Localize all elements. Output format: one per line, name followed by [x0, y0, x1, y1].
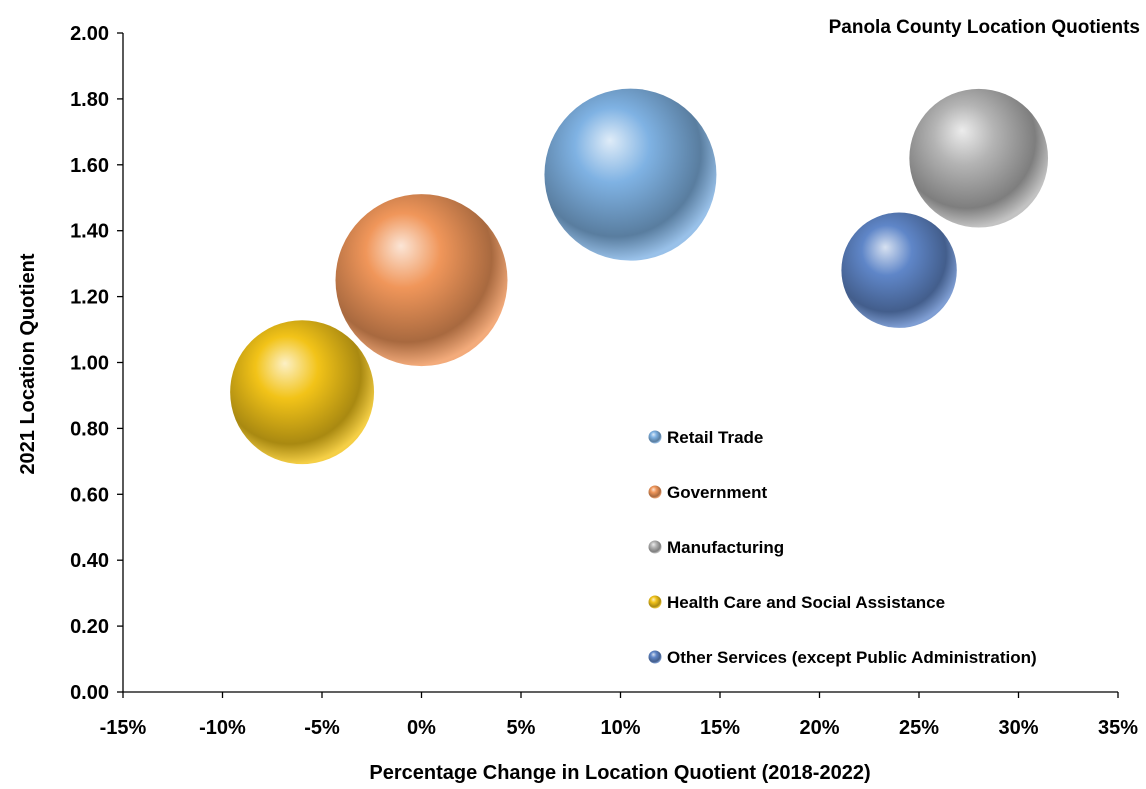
x-tick-label: 35% [1098, 717, 1138, 739]
bubble-government [335, 194, 508, 367]
y-tick-label: 1.20 [70, 287, 109, 309]
y-tick-label: 0.00 [70, 682, 109, 704]
x-axis-title: Percentage Change in Location Quotient (… [369, 762, 870, 784]
y-tick-label: 0.20 [70, 616, 109, 638]
x-tick-label: -5% [304, 717, 340, 739]
bubbles [230, 88, 1049, 465]
legend-marker [648, 595, 662, 609]
bubble-manufacturing [909, 88, 1049, 228]
legend-marker [648, 430, 662, 444]
legend: Retail Trade Government Manufacturing Healt… [648, 428, 1037, 667]
y-tick-label: 0.40 [70, 550, 109, 572]
bubble-retail-trade [544, 88, 717, 261]
x-tick-label: -10% [199, 717, 246, 739]
x-tick-label: 30% [998, 717, 1038, 739]
x-tick-label: -15% [100, 717, 147, 739]
x-tick-label: 15% [700, 717, 740, 739]
x-tick-label: 0% [407, 717, 436, 739]
bubble-health-care-and-social-assistance [230, 320, 375, 465]
y-tick-label: 0.60 [70, 484, 109, 506]
x-tick-label: 25% [899, 717, 939, 739]
x-tick-label: 10% [600, 717, 640, 739]
legend-label: Manufacturing [667, 538, 784, 557]
y-axis-title: 2021 Location Quotient [17, 253, 39, 474]
legend-label: Retail Trade [667, 428, 763, 447]
legend-label: Other Services (except Public Administra… [667, 648, 1037, 667]
legend-marker [648, 540, 662, 554]
y-tick-label: 1.40 [70, 221, 109, 243]
legend-marker [648, 485, 662, 499]
chart-title: Panola County Location Quotients [829, 17, 1140, 38]
x-tick-label: 20% [799, 717, 839, 739]
legend-marker [648, 650, 662, 664]
legend-label: Government [667, 483, 767, 502]
x-axis: -15% -10% -5% 0% 5% 10% 15% 20% 25% 30% 35% [100, 691, 1138, 739]
bubble-other-services-except-public-administration [841, 212, 957, 328]
y-tick-label: 1.80 [70, 89, 109, 111]
y-tick-label: 1.60 [70, 155, 109, 177]
y-axis: 0.00 0.20 0.40 0.60 0.80 1.00 1.20 1.40 1.60 1.80… [70, 23, 124, 704]
y-tick-label: 1.00 [70, 353, 109, 375]
y-tick-label: 0.80 [70, 418, 109, 440]
x-tick-label: 5% [507, 717, 536, 739]
y-tick-label: 2.00 [70, 23, 109, 45]
legend-label: Health Care and Social Assistance [667, 593, 945, 612]
